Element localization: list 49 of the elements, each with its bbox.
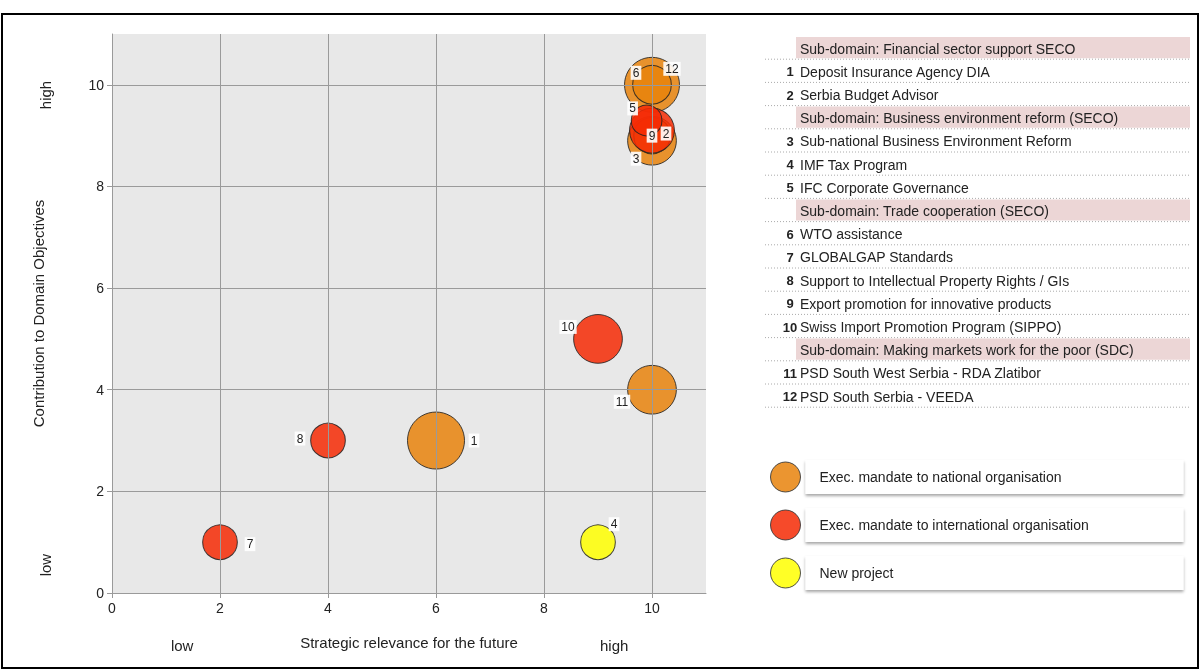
text: 9 Export promotion for innovative products [786, 295, 1052, 312]
annotation: 12 [665, 61, 679, 76]
annotation: 10 [561, 319, 575, 334]
text: low [170, 636, 194, 654]
y-tick-label: 6 [96, 280, 105, 297]
text: 7 GLOBALGAP Standards [786, 249, 954, 266]
legend-label: Exec. mandate to international organisation [819, 517, 1089, 533]
text: 2 Serbia Budget Advisor [786, 87, 939, 103]
text: 12 PSD South Serbia - VEEDA [782, 388, 975, 405]
annotation: 9 [648, 128, 656, 143]
text: 1 Deposit Insurance Agency DIA [786, 63, 991, 80]
x-tick-label: 2 [216, 600, 225, 616]
annotation: 5 [629, 101, 637, 116]
y-tick-label: 2 [96, 483, 105, 500]
annotation: 3 [632, 151, 640, 166]
legend-label: New project [819, 565, 894, 581]
x-axis-title: Strategic relevance for the future [300, 634, 518, 651]
text: high [36, 80, 54, 110]
text: 6 WTO assistance [786, 226, 903, 243]
text: Sub-domain: Business environment reform (SECO) [800, 110, 1119, 127]
y-tick-label: 0 [96, 585, 105, 601]
annotation: 7 [246, 537, 254, 552]
x-tick-label: 10 [644, 600, 660, 616]
annotation: 2 [662, 126, 670, 141]
text: Sub-domain: Trade cooperation (SECO) [800, 203, 1050, 219]
text: low [36, 553, 54, 577]
text: high [600, 636, 629, 654]
y-axis-title: Contribution to Domain Objectives [30, 199, 47, 428]
text: Sub-domain: Making markets work for the poor (SDC) [800, 342, 1134, 359]
annotation: 6 [632, 65, 640, 80]
y-tick-label: 8 [96, 178, 105, 195]
legend-label: Exec. mandate to national organisation [819, 469, 1062, 485]
text: 5 IFC Corporate Governance [786, 179, 970, 196]
annotation: 1 [470, 433, 478, 448]
text: 8 Support to Intellectual Property Rights / GIs [786, 272, 1070, 289]
x-tick-label: 6 [432, 600, 441, 616]
text: Sub-domain: Financial sector support SECO [800, 40, 1076, 57]
y-tick-label: 10 [88, 76, 105, 93]
x-tick-label: 0 [108, 600, 117, 616]
text: 11 PSD South West Serbia - RDA Zlatibor [783, 365, 1042, 382]
annotation: 4 [610, 517, 618, 532]
text: 10 Swiss Import Promotion Program (SIPPO) [782, 319, 1062, 335]
x-tick-label: 4 [324, 600, 333, 616]
annotation: 11 [615, 394, 629, 409]
text: 3 Sub-national Business Environment Reform [786, 133, 1072, 150]
y-tick-label: 4 [96, 381, 105, 398]
x-tick-label: 8 [540, 600, 549, 616]
text: 4 IMF Tax Program [786, 156, 908, 173]
annotation: 8 [296, 431, 304, 446]
